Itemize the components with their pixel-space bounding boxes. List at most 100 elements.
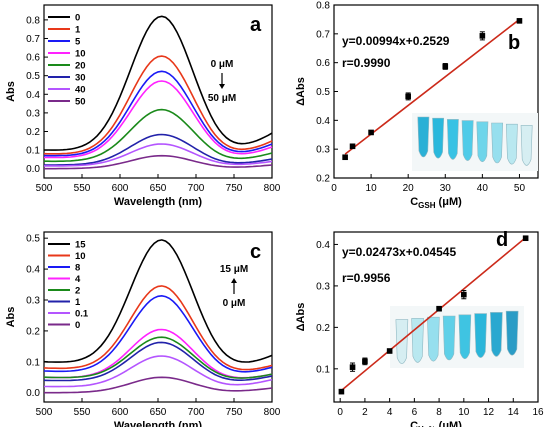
vial bbox=[417, 116, 430, 158]
vial bbox=[395, 319, 409, 364]
data-point bbox=[405, 93, 411, 100]
y-axis-title: ΔAbs bbox=[295, 303, 307, 332]
x-tick-label: 550 bbox=[74, 183, 91, 194]
y-tick-label: 0.8 bbox=[26, 15, 40, 26]
series-line-40 bbox=[44, 143, 273, 167]
fit-line bbox=[344, 18, 520, 155]
legend-label: 1 bbox=[75, 297, 81, 308]
vial bbox=[411, 318, 424, 363]
x-tick-label: 600 bbox=[112, 183, 129, 194]
vial bbox=[476, 121, 489, 163]
x-tick-label: 650 bbox=[150, 183, 167, 194]
y-tick-label: 0.3 bbox=[26, 108, 40, 119]
series-line-20 bbox=[44, 108, 273, 163]
x-tick-label: 2 bbox=[362, 407, 368, 418]
vial bbox=[432, 117, 445, 159]
x-tick-label: 6 bbox=[412, 407, 418, 418]
y-tick-label: 0.6 bbox=[316, 58, 330, 69]
legend-label: 10 bbox=[75, 251, 86, 262]
y-tick-label: 0.3 bbox=[316, 281, 330, 292]
legend-label: 0.1 bbox=[75, 309, 89, 320]
x-tick-label: 500 bbox=[36, 407, 53, 418]
vial bbox=[446, 119, 459, 160]
fit-equation: y=0.00994x+0.2529 bbox=[342, 34, 450, 48]
x-axis-title-symbol: C bbox=[410, 196, 418, 208]
series-line-1 bbox=[43, 341, 273, 382]
x-tick-label: 0 bbox=[331, 183, 337, 194]
x-axis-title-unit: (μM) bbox=[436, 420, 463, 427]
legend-label: 1 bbox=[75, 25, 81, 36]
x-tick-label: 50 bbox=[514, 183, 526, 194]
y-tick-label: 0.7 bbox=[316, 29, 330, 40]
correlation-coefficient: r=0.9990 bbox=[342, 56, 391, 70]
legend-label: 5 bbox=[75, 37, 81, 48]
x-tick-label: 12 bbox=[483, 407, 495, 418]
legend-label: 40 bbox=[75, 85, 86, 96]
vial bbox=[520, 125, 533, 166]
data-point bbox=[362, 358, 368, 365]
data-point bbox=[342, 154, 348, 161]
legend-label: 0 bbox=[75, 320, 80, 331]
series-line-10 bbox=[43, 285, 273, 371]
panel-label: c bbox=[250, 241, 261, 263]
series-line-2 bbox=[43, 336, 273, 379]
annotation-bottom: 50 μM bbox=[208, 93, 236, 104]
series-line-0 bbox=[44, 15, 273, 151]
series-line-0_1 bbox=[44, 355, 273, 388]
fit-line bbox=[339, 237, 527, 393]
x-tick-label: 750 bbox=[226, 183, 243, 194]
x-axis-title: CGSH (μM) bbox=[410, 196, 462, 210]
y-tick-label: 0.3 bbox=[316, 145, 330, 156]
data-point bbox=[349, 364, 356, 370]
y-tick-label: 0.6 bbox=[26, 53, 40, 64]
x-axis-title: CHg²⁺ (μM) bbox=[410, 420, 462, 427]
legend-label: 20 bbox=[75, 61, 86, 72]
y-tick-label: 0.4 bbox=[316, 240, 330, 251]
y-tick-label: 0.0 bbox=[26, 388, 40, 399]
vial-photo-background bbox=[412, 113, 538, 171]
series-line-5 bbox=[43, 70, 273, 157]
y-tick-label: 0.3 bbox=[26, 296, 40, 307]
x-axis-title-symbol: C bbox=[410, 420, 418, 427]
y-tick-label: 0.1 bbox=[26, 357, 40, 368]
x-tick-label: 550 bbox=[74, 407, 91, 418]
legend-label: 30 bbox=[75, 73, 86, 84]
panel-c-spectra-hg: 500 550 600 650 700 750 800 0.0 0.1 0.2 0.3 0.4 0.5 A… bbox=[5, 231, 281, 432]
vial bbox=[474, 313, 487, 358]
vial bbox=[461, 120, 474, 161]
fit-equation: y=0.02473x+0.04545 bbox=[342, 245, 456, 259]
y-tick-label: 0.2 bbox=[26, 127, 40, 138]
panel-b-calibration-gsh: 0 10 20 30 40 50 0.2 0.3 0.4 0.5 0.6 0.7 0.8 ΔAbs b CGS… bbox=[295, 1, 539, 210]
panel-label: b bbox=[508, 32, 520, 54]
y-tick-label: 0.0 bbox=[26, 164, 40, 175]
legend-label: 4 bbox=[75, 274, 81, 285]
y-tick-label: 0.5 bbox=[26, 71, 40, 82]
panel-label: d bbox=[496, 229, 508, 251]
data-point bbox=[386, 348, 393, 354]
x-tick-label: 4 bbox=[387, 407, 393, 418]
y-axis-title: Abs bbox=[5, 307, 17, 328]
vial bbox=[458, 314, 472, 360]
x-tick-label: 650 bbox=[150, 407, 167, 418]
vial-photo-inset bbox=[390, 306, 524, 368]
x-tick-label: 750 bbox=[226, 407, 243, 418]
series-line-15 bbox=[43, 239, 273, 363]
data-point bbox=[516, 18, 523, 24]
x-tick-label: 700 bbox=[188, 183, 205, 194]
vial bbox=[505, 310, 519, 356]
x-tick-label: 500 bbox=[36, 183, 53, 194]
correlation-coefficient: r=0.9956 bbox=[342, 271, 391, 285]
series-line-10 bbox=[44, 80, 273, 159]
series-line-30 bbox=[44, 133, 273, 166]
y-axis-title: ΔAbs bbox=[295, 77, 307, 106]
data-point bbox=[522, 235, 529, 242]
vial bbox=[491, 122, 504, 164]
x-tick-label: 800 bbox=[264, 407, 281, 418]
data-point bbox=[338, 388, 345, 395]
x-tick-label: 40 bbox=[477, 183, 489, 194]
x-axis-title-unit: (μM) bbox=[436, 196, 463, 208]
legend-label: 0 bbox=[75, 13, 80, 24]
x-tick-label: 8 bbox=[436, 407, 442, 418]
panel-a-spectra-gsh: 500 550 600 650 700 750 8000.00.10.20.30.40.50… bbox=[5, 4, 281, 208]
